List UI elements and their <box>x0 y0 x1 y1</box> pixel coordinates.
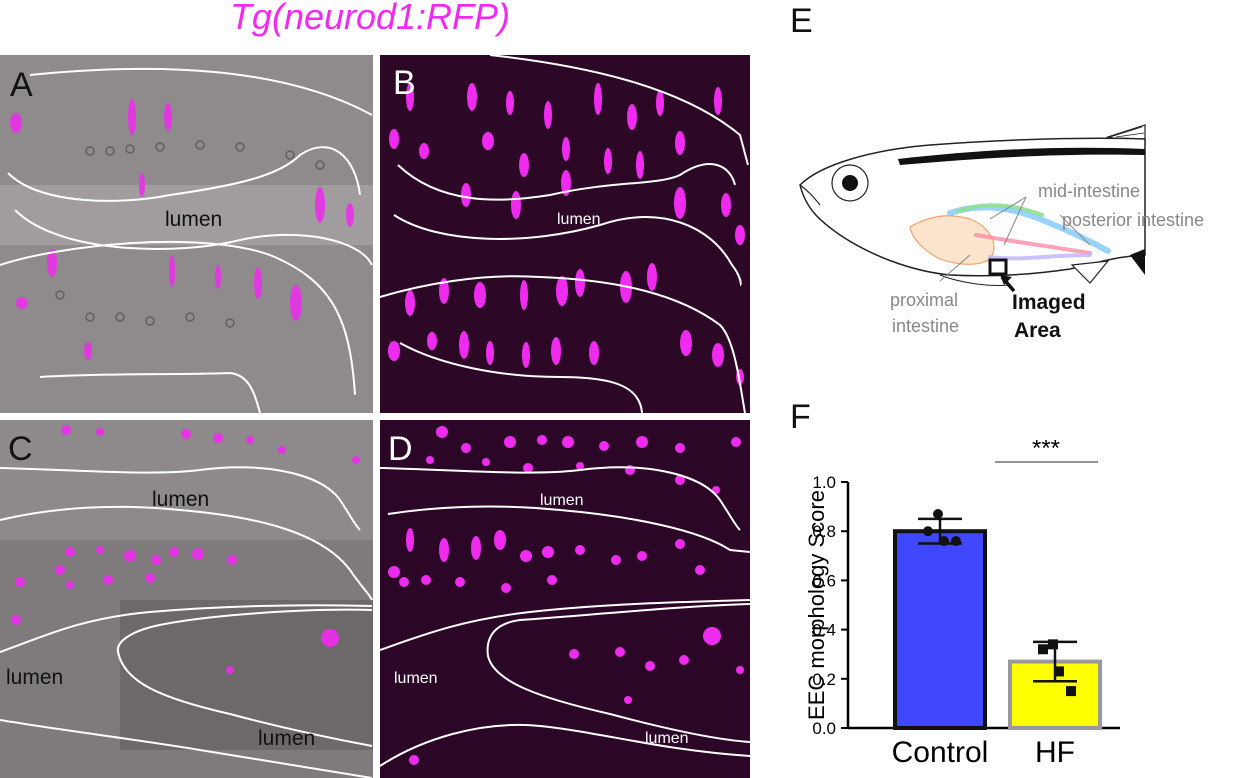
panel-a-label: A <box>10 66 33 104</box>
y-tick-label: 0.4 <box>812 621 836 640</box>
y-tick-label: 0.0 <box>812 719 836 738</box>
x-category-label: Control <box>892 736 989 769</box>
annotation-imaged-line2: Area <box>1014 319 1061 342</box>
data-point-control <box>923 526 933 537</box>
panel-d-label: D <box>388 430 413 468</box>
y-tick-label: 0.2 <box>812 670 836 689</box>
annotation-mid-intestine: mid-intestine <box>1038 181 1141 201</box>
zebrafish-schematic <box>790 115 1234 350</box>
annotation-posterior-intestine: posterior intestine <box>1062 210 1205 230</box>
data-point-hf <box>1038 644 1048 655</box>
panel-b-label: B <box>393 64 416 102</box>
annotation-proximal-line2: intestine <box>892 316 960 336</box>
panel-b-lumen-label: lumen <box>557 211 601 228</box>
y-tick-label: 0.6 <box>812 571 836 590</box>
panel-d-fluorescence <box>380 420 750 778</box>
panel-d-lumen-left: lumen <box>394 670 438 687</box>
data-point-hf <box>1066 686 1076 697</box>
panel-d-lumen-top: lumen <box>540 492 584 509</box>
panel-e-label: E <box>790 2 813 40</box>
bar-control <box>893 529 987 730</box>
x-category-label: HF <box>1035 736 1075 769</box>
panel-a-lumen-label: lumen <box>165 208 223 231</box>
panel-c-lumen-top: lumen <box>152 488 210 511</box>
annotation-proximal-line1: proximal <box>890 290 959 310</box>
data-point-hf <box>1054 666 1064 677</box>
data-point-hf <box>1048 639 1058 650</box>
panel-b-fluorescence <box>380 55 750 413</box>
panel-c-micrograph <box>0 420 373 778</box>
panel-f-label: F <box>790 398 811 436</box>
panel-c-lumen-bottom: lumen <box>258 727 316 750</box>
data-point-control <box>933 508 943 519</box>
data-point-control <box>951 536 961 547</box>
y-axis-title: EEC morphology Score <box>804 490 829 720</box>
data-point-control <box>939 536 949 547</box>
significance-stars: *** <box>1032 440 1060 462</box>
figure-title: Tg(neurod1:RFP) <box>229 0 511 37</box>
annotation-imaged-line1: Imaged <box>1012 291 1086 314</box>
y-tick-label: 0.8 <box>812 522 836 541</box>
panel-a-micrograph <box>0 55 373 413</box>
panel-d-lumen-bottom: lumen <box>645 730 689 747</box>
y-tick-label: 1.0 <box>812 473 836 492</box>
panel-c-label: C <box>8 430 33 468</box>
panel-c-lumen-left: lumen <box>6 666 64 689</box>
